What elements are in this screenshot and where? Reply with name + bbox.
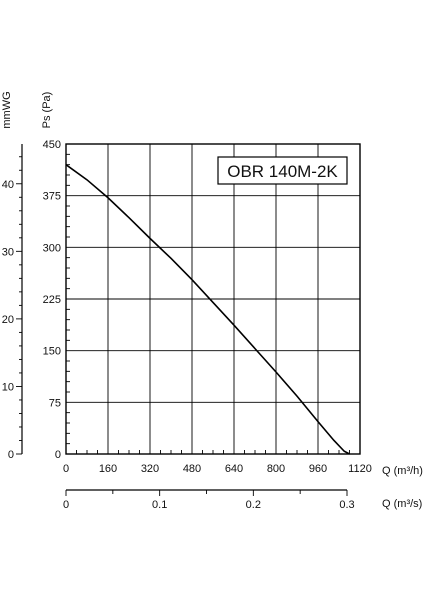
annotation-label: OBR 140M-2K	[227, 162, 338, 181]
performance-curve	[65, 164, 350, 455]
tick-labels: 0 160 320 480 640 800 960 112007515022530037545…	[2, 139, 372, 511]
y-axis-title: Ps (Pa)	[41, 92, 53, 129]
x-axis-title: Q (m³/h)	[382, 465, 423, 477]
x-tick-label: 640	[225, 463, 243, 475]
y-tick-label: 0	[55, 449, 61, 461]
x-tick-label: 1120	[348, 463, 372, 475]
y-tick-label: 375	[43, 191, 61, 203]
x-tick-label: 160	[99, 463, 117, 475]
secondary-x-tick-label: 0.3	[339, 499, 354, 511]
y-tick-label: 225	[43, 294, 61, 306]
y-tick-label: 75	[49, 397, 61, 409]
secondary-y-axis-title: mmWG	[1, 91, 13, 128]
secondary-x-tick-label: 0.1	[152, 499, 167, 511]
secondary-y-tick-label: 0	[8, 449, 14, 461]
secondary-x-tick-label: 0.2	[246, 499, 261, 511]
y-tick-label: 450	[43, 139, 61, 151]
secondary-x-axis-title: Q (m³/s)	[382, 498, 422, 510]
grid-lines	[66, 144, 360, 454]
y-tick-label: 300	[43, 242, 61, 254]
y-tick-label: 150	[43, 346, 61, 358]
annotation-box: OBR 140M-2K	[217, 156, 348, 185]
secondary-y-tick-label: 10	[2, 381, 14, 393]
tick-marks	[16, 153, 350, 496]
secondary-y-tick-label: 30	[2, 246, 14, 258]
x-tick-label: 320	[141, 463, 159, 475]
x-tick-label: 480	[183, 463, 201, 475]
x-tick-label: 0	[63, 463, 69, 475]
secondary-y-tick-label: 40	[2, 179, 14, 191]
series	[65, 164, 350, 455]
x-tick-label: 960	[309, 463, 327, 475]
x-tick-label: 800	[267, 463, 285, 475]
secondary-y-tick-label: 20	[2, 314, 14, 326]
secondary-x-tick-label: 0	[63, 499, 69, 511]
